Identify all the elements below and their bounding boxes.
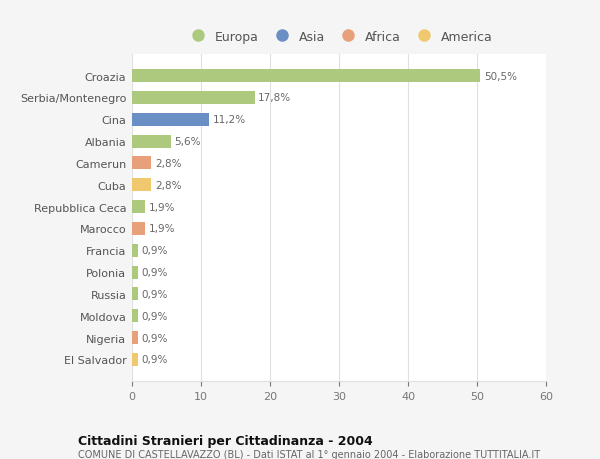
Bar	[132, 331, 138, 344]
Text: 5,6%: 5,6%	[174, 137, 200, 147]
Bar	[132, 179, 151, 192]
Legend: Europa, Asia, Africa, America: Europa, Asia, Africa, America	[180, 25, 498, 48]
Bar	[132, 135, 170, 148]
Text: Cittadini Stranieri per Cittadinanza - 2004: Cittadini Stranieri per Cittadinanza - 2…	[78, 434, 373, 447]
Bar	[132, 244, 138, 257]
Text: 1,9%: 1,9%	[149, 224, 175, 234]
Bar	[132, 309, 138, 323]
Text: 0,9%: 0,9%	[142, 355, 168, 364]
Bar	[132, 266, 138, 279]
Bar	[132, 288, 138, 301]
Bar	[132, 92, 255, 105]
Text: 50,5%: 50,5%	[484, 72, 517, 81]
Text: COMUNE DI CASTELLAVAZZO (BL) - Dati ISTAT al 1° gennaio 2004 - Elaborazione TUTT: COMUNE DI CASTELLAVAZZO (BL) - Dati ISTA…	[78, 449, 540, 459]
Bar	[132, 353, 138, 366]
Bar	[132, 70, 481, 83]
Text: 0,9%: 0,9%	[142, 289, 168, 299]
Text: 0,9%: 0,9%	[142, 268, 168, 278]
Bar	[132, 157, 151, 170]
Text: 0,9%: 0,9%	[142, 311, 168, 321]
Text: 1,9%: 1,9%	[149, 202, 175, 212]
Text: 2,8%: 2,8%	[155, 180, 181, 190]
Text: 11,2%: 11,2%	[213, 115, 246, 125]
Bar	[132, 113, 209, 127]
Text: 0,9%: 0,9%	[142, 333, 168, 343]
Text: 17,8%: 17,8%	[258, 93, 292, 103]
Text: 2,8%: 2,8%	[155, 158, 181, 168]
Bar	[132, 201, 145, 214]
Bar	[132, 222, 145, 235]
Text: 0,9%: 0,9%	[142, 246, 168, 256]
